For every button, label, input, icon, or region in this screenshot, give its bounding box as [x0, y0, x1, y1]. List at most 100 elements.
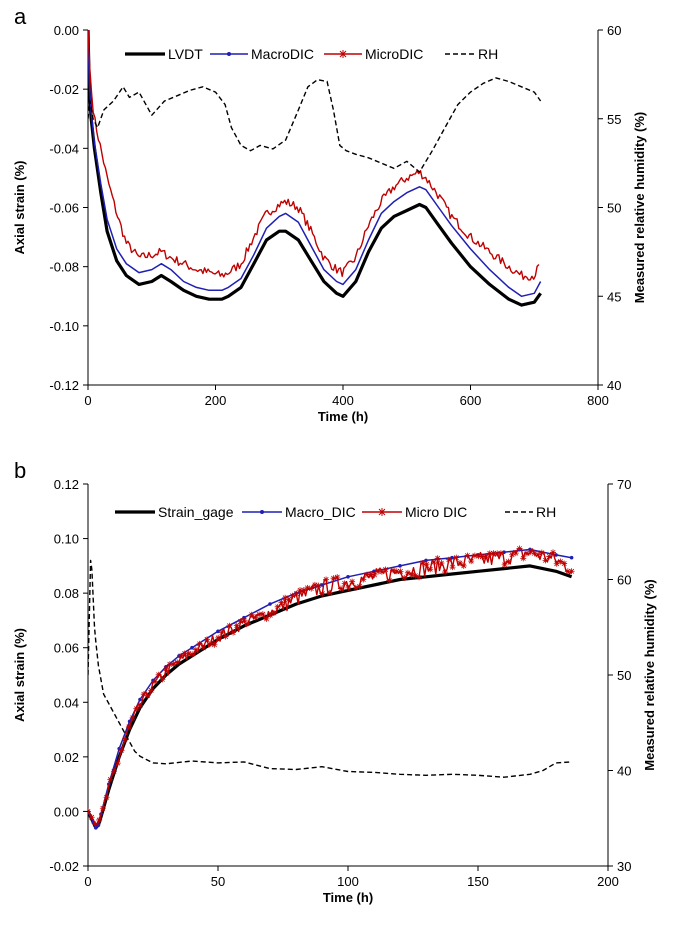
data-point-star: [468, 558, 475, 565]
data-point-star: [289, 592, 296, 599]
data-point-star: [330, 575, 337, 582]
data-point-star: [233, 622, 240, 629]
data-point-dot: [569, 555, 574, 560]
y2-tick-label: 60: [617, 573, 631, 588]
data-point-star: [550, 549, 556, 556]
data-point-star: [326, 589, 333, 596]
data-point-star: [423, 561, 430, 568]
data-point-star: [367, 571, 374, 578]
y-tick-label: 0.12: [54, 477, 79, 492]
data-point-star: [553, 560, 560, 567]
data-point-star: [561, 560, 568, 567]
data-point-dot: [450, 555, 454, 560]
data-point-star: [218, 629, 225, 636]
data-point-star: [512, 550, 519, 557]
data-point-star: [122, 735, 129, 742]
data-point-star: [538, 549, 545, 556]
data-point-star: [464, 552, 471, 559]
x-tick-label: 150: [467, 874, 489, 889]
data-point-star: [189, 651, 196, 658]
data-point-star: [386, 577, 393, 584]
data-point-star: [304, 584, 311, 591]
data-point-star: [546, 553, 553, 560]
data-point-star: [271, 609, 277, 616]
data-point-star: [267, 612, 274, 619]
data-point-star: [557, 558, 564, 565]
chart-panel-a: a 0 200 400 600 800 -0.12 -0.10 -0.08 -0.06 -0.04 -…: [12, 4, 647, 424]
data-point-star: [337, 585, 344, 592]
series-line-rh: [88, 559, 572, 778]
legend-label: Strain_gage: [158, 504, 234, 520]
data-point-star: [501, 561, 508, 568]
data-point-star: [137, 702, 144, 709]
legend-label: RH: [536, 504, 556, 520]
data-point-star: [259, 611, 266, 618]
data-point-star: [274, 603, 281, 610]
data-point-star: [349, 578, 356, 585]
y-tick-label: -0.02: [49, 82, 79, 97]
legend-label: MicroDIC: [365, 46, 423, 62]
data-point-star: [192, 646, 199, 653]
data-point-star: [542, 557, 549, 564]
data-point-star: [438, 560, 445, 567]
data-point-star: [453, 554, 460, 561]
data-point-star: [256, 611, 263, 618]
data-point-star: [226, 622, 233, 629]
data-point-star: [166, 661, 173, 668]
data-point-star: [486, 550, 493, 557]
data-point-star: [505, 558, 512, 565]
data-point-star: [434, 555, 441, 562]
data-point-star: [293, 590, 300, 597]
data-point-star: [230, 629, 237, 636]
data-point-star: [568, 568, 575, 575]
y-tick-label: 0.08: [54, 586, 79, 601]
data-point-dot: [424, 558, 428, 563]
data-point-dot: [216, 629, 220, 634]
x-tick-label: 50: [211, 874, 225, 889]
data-point-star: [442, 569, 449, 576]
data-point-dot: [117, 746, 121, 751]
series-line-strain-gage: [88, 564, 573, 830]
data-point-star: [211, 641, 218, 648]
x-tick-label: 200: [205, 393, 227, 408]
data-point-star: [319, 590, 326, 597]
y-tick-label: 0.00: [54, 804, 79, 819]
data-point-star: [185, 650, 192, 657]
data-point-star: [285, 596, 292, 603]
data-point-star: [475, 553, 482, 560]
y-tick-label: -0.12: [49, 378, 79, 393]
y-tick-label: 0.04: [54, 695, 79, 710]
data-point-star: [404, 569, 411, 576]
y-tick-label: 0.06: [54, 641, 79, 656]
data-point-star: [278, 599, 285, 606]
data-point-star: [237, 618, 244, 625]
data-point-star: [445, 556, 452, 563]
data-point-star: [390, 567, 397, 574]
y-tick-label: -0.10: [49, 319, 79, 334]
data-point-star: [427, 566, 434, 573]
legend-marker: [227, 52, 231, 56]
series-line-macrodic: [88, 29, 542, 298]
data-point-star: [371, 571, 378, 578]
data-point-star: [523, 550, 530, 557]
x-tick-label: 400: [332, 393, 354, 408]
data-point-star: [416, 574, 423, 581]
data-point-star: [393, 568, 400, 575]
x-tick-label: 100: [337, 874, 359, 889]
data-point-star: [252, 614, 259, 621]
chart-panel-b: b 0 50 100 150 200 -0.02 0.00 0.02 0.04 0.06 0.08 0.…: [12, 458, 657, 905]
panel-label: b: [14, 458, 26, 483]
data-point-star: [133, 705, 140, 712]
data-point-star: [308, 585, 315, 592]
y-tick-label: 0.02: [54, 750, 79, 765]
data-point-star: [263, 615, 270, 622]
x-tick-label: 800: [587, 393, 609, 408]
series-line-rh: [88, 77, 542, 173]
data-point-star: [497, 550, 504, 557]
legend-label: MacroDIC: [251, 46, 314, 62]
data-point-star: [334, 574, 341, 581]
data-point-star: [360, 576, 367, 583]
data-point-star: [170, 661, 177, 668]
data-point-star: [449, 564, 456, 571]
data-point-star: [88, 814, 95, 821]
